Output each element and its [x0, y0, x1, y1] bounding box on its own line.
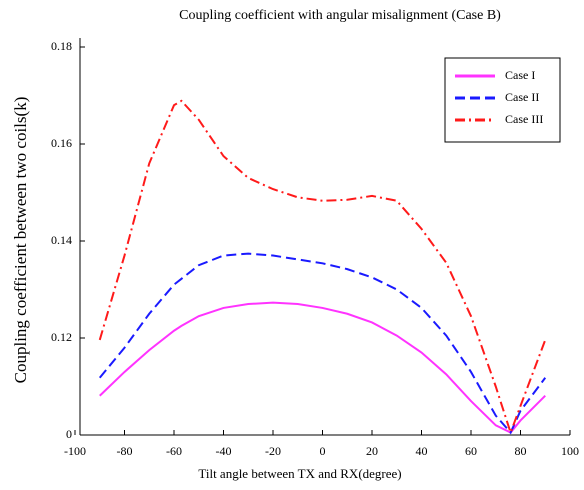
legend-label: Case I — [505, 68, 535, 82]
x-tick-label: -80 — [117, 444, 133, 458]
x-tick-label: 100 — [561, 444, 579, 458]
y-axis-label: Coupling coefficient between two coils(k… — [11, 97, 30, 384]
x-tick-label: 40 — [416, 444, 428, 458]
x-tick-label: 80 — [515, 444, 527, 458]
legend-label: Case II — [505, 90, 539, 104]
x-tick-label: -60 — [166, 444, 182, 458]
x-tick-label: 60 — [465, 444, 477, 458]
x-tick-label: 0 — [320, 444, 326, 458]
y-tick-label: 0.12 — [51, 330, 72, 344]
legend-label: Case III — [505, 112, 543, 126]
x-tick-label: -40 — [216, 444, 232, 458]
y-tick-label: 0.18 — [51, 39, 72, 53]
y-tick-label: 0.14 — [51, 233, 72, 247]
series-line — [98, 99, 547, 436]
x-axis-label: Tilt angle between TX and RX(degree) — [198, 466, 401, 481]
x-tick-label: -20 — [265, 444, 281, 458]
x-tick-label: 20 — [366, 444, 378, 458]
legend-box — [444, 57, 561, 143]
y-tick-label: 0 — [66, 427, 72, 441]
x-tick-label: -100 — [64, 444, 86, 458]
chart-title: Coupling coefficient with angular misali… — [179, 8, 501, 23]
series-line — [99, 301, 546, 434]
series-line — [98, 252, 547, 435]
y-tick-label: 0.16 — [51, 136, 72, 150]
